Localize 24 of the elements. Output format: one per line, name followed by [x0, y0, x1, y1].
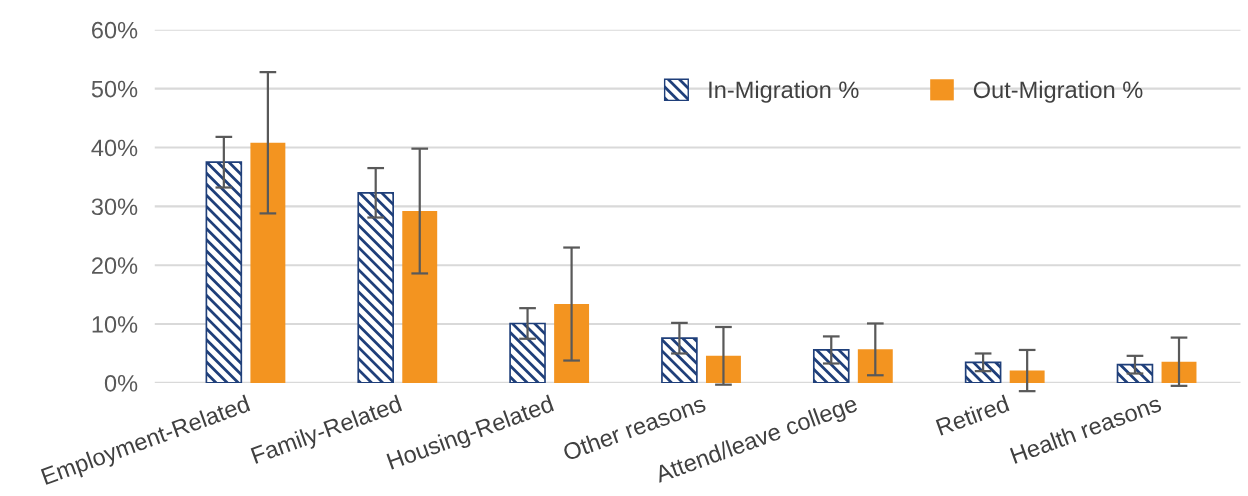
legend-label: Out-Migration %: [973, 80, 1143, 103]
bar: [705, 355, 741, 383]
y-tick-label: 10%: [92, 316, 138, 333]
bar: [964, 361, 1002, 383]
bar: [661, 337, 698, 383]
bar: [509, 322, 546, 383]
legend-label: In-Migration %: [709, 80, 859, 103]
y-tick-label: 50%: [91, 80, 138, 98]
bar: [1116, 363, 1154, 383]
y-tick-label: 20%: [92, 257, 138, 274]
y-tick-label: 0%: [104, 374, 138, 392]
x-tick-label: Health reasons: [1009, 394, 1163, 464]
y-tick-label: 60%: [92, 21, 138, 39]
y-tick-label: 40%: [91, 139, 138, 157]
bar: [402, 211, 438, 383]
bar: [357, 191, 394, 383]
bar: [554, 304, 590, 383]
bar: [857, 349, 893, 383]
bar: [1009, 370, 1045, 383]
bar: [1161, 361, 1197, 383]
bar: [250, 142, 286, 383]
bar: [812, 349, 850, 383]
bar: [205, 161, 243, 383]
y-tick-label: 30%: [91, 198, 138, 216]
